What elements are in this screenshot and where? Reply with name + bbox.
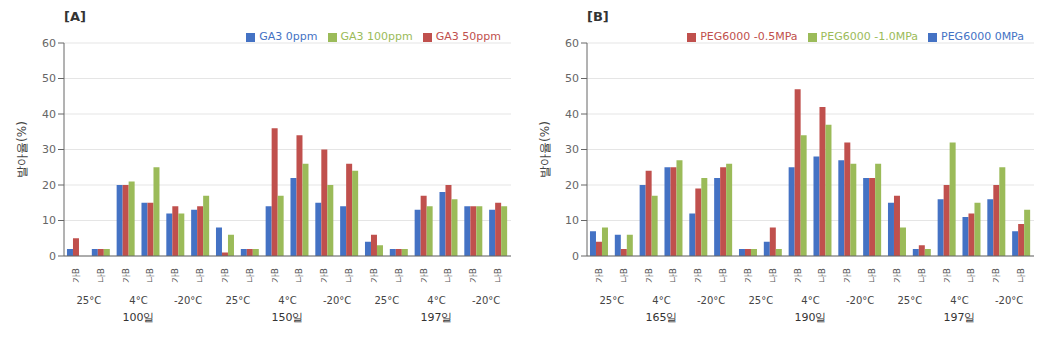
svg-text:가B: 가B — [942, 268, 952, 283]
svg-text:가B: 가B — [644, 268, 654, 283]
html-text:[B]: [B] — [587, 9, 609, 24]
svg-text:나B: 나B — [245, 268, 255, 283]
html-text:PEG6000 -1.0MPa: PEG6000 -1.0MPa — [820, 30, 918, 43]
svg-text:-20°C: -20°C — [846, 295, 874, 306]
svg-text:가B: 가B — [220, 268, 230, 283]
svg-text:나B: 나B — [344, 268, 354, 283]
svg-text:나B: 나B — [966, 268, 976, 283]
svg-text:100일: 100일 — [123, 311, 155, 324]
svg-text:40: 40 — [42, 108, 56, 121]
svg-text:가B: 가B — [743, 268, 753, 283]
svg-text:197일: 197일 — [944, 311, 976, 324]
svg-text:190일: 190일 — [795, 311, 827, 324]
svg-text:가B: 가B — [419, 268, 429, 283]
svg-text:나B: 나B — [96, 268, 106, 283]
svg-text:가B: 가B — [594, 268, 604, 283]
svg-text:나B: 나B — [443, 268, 453, 283]
svg-text:10: 10 — [565, 214, 579, 227]
svg-text:나B: 나B — [768, 268, 778, 283]
svg-text:4°C: 4°C — [950, 295, 968, 306]
svg-text:50: 50 — [565, 72, 579, 85]
svg-text:25°C: 25°C — [76, 295, 101, 306]
svg-text:나B: 나B — [668, 268, 678, 283]
svg-text:가B: 가B — [842, 268, 852, 283]
svg-text:가B: 가B — [319, 268, 329, 283]
svg-text:가B: 가B — [468, 268, 478, 283]
svg-text:발아율(%): 발아율(%) — [15, 121, 29, 178]
svg-text:나B: 나B — [619, 268, 629, 283]
svg-text:가B: 가B — [71, 268, 81, 283]
svg-text:가B: 가B — [170, 268, 180, 283]
svg-text:가B: 가B — [693, 268, 703, 283]
svg-text:나B: 나B — [394, 268, 404, 283]
html-text:GA3 0ppm: GA3 0ppm — [259, 30, 318, 43]
svg-text:25°C: 25°C — [599, 295, 624, 306]
svg-text:나B: 나B — [917, 268, 927, 283]
html-text:PEG6000 0MPa: PEG6000 0MPa — [941, 30, 1024, 43]
svg-text:20: 20 — [565, 179, 579, 192]
svg-text:나B: 나B — [195, 268, 205, 283]
svg-text:가B: 가B — [793, 268, 803, 283]
svg-text:-20°C: -20°C — [995, 295, 1023, 306]
svg-text:나B: 나B — [867, 268, 877, 283]
html-text:[A]: [A] — [64, 9, 86, 24]
svg-text:10: 10 — [42, 214, 56, 227]
svg-text:30: 30 — [42, 143, 56, 156]
svg-text:나B: 나B — [145, 268, 155, 283]
svg-text:4°C: 4°C — [278, 295, 296, 306]
svg-text:25°C: 25°C — [897, 295, 922, 306]
svg-text:-20°C: -20°C — [472, 295, 500, 306]
html-text:GA3 100ppm: GA3 100ppm — [340, 30, 413, 43]
svg-text:나B: 나B — [294, 268, 304, 283]
svg-text:60: 60 — [42, 37, 56, 50]
svg-text:4°C: 4°C — [801, 295, 819, 306]
svg-text:165일: 165일 — [646, 311, 678, 324]
svg-text:0: 0 — [49, 250, 56, 263]
svg-text:25°C: 25°C — [225, 295, 250, 306]
svg-text:4°C: 4°C — [427, 295, 445, 306]
svg-text:0: 0 — [572, 250, 579, 263]
svg-text:나B: 나B — [817, 268, 827, 283]
html-text:GA3 50ppm: GA3 50ppm — [435, 30, 501, 43]
svg-text:가B: 가B — [991, 268, 1001, 283]
svg-text:-20°C: -20°C — [697, 295, 725, 306]
svg-text:가B: 가B — [892, 268, 902, 283]
svg-text:60: 60 — [565, 37, 579, 50]
svg-text:가B: 가B — [121, 268, 131, 283]
svg-text:25°C: 25°C — [374, 295, 399, 306]
svg-text:197일: 197일 — [421, 311, 453, 324]
svg-text:나B: 나B — [718, 268, 728, 283]
html-text:PEG6000 -0.5MPa: PEG6000 -0.5MPa — [700, 30, 798, 43]
svg-text:4°C: 4°C — [129, 295, 147, 306]
svg-text:-20°C: -20°C — [323, 295, 351, 306]
svg-text:발아율(%): 발아율(%) — [538, 121, 552, 178]
svg-text:나B: 나B — [493, 268, 503, 283]
svg-text:30: 30 — [565, 143, 579, 156]
svg-text:-20°C: -20°C — [174, 295, 202, 306]
svg-text:4°C: 4°C — [652, 295, 670, 306]
svg-text:25°C: 25°C — [748, 295, 773, 306]
svg-text:50: 50 — [42, 72, 56, 85]
svg-text:20: 20 — [42, 179, 56, 192]
svg-text:150일: 150일 — [272, 311, 304, 324]
svg-text:가B: 가B — [270, 268, 280, 283]
svg-text:40: 40 — [565, 108, 579, 121]
svg-text:가B: 가B — [369, 268, 379, 283]
svg-text:나B: 나B — [1016, 268, 1026, 283]
